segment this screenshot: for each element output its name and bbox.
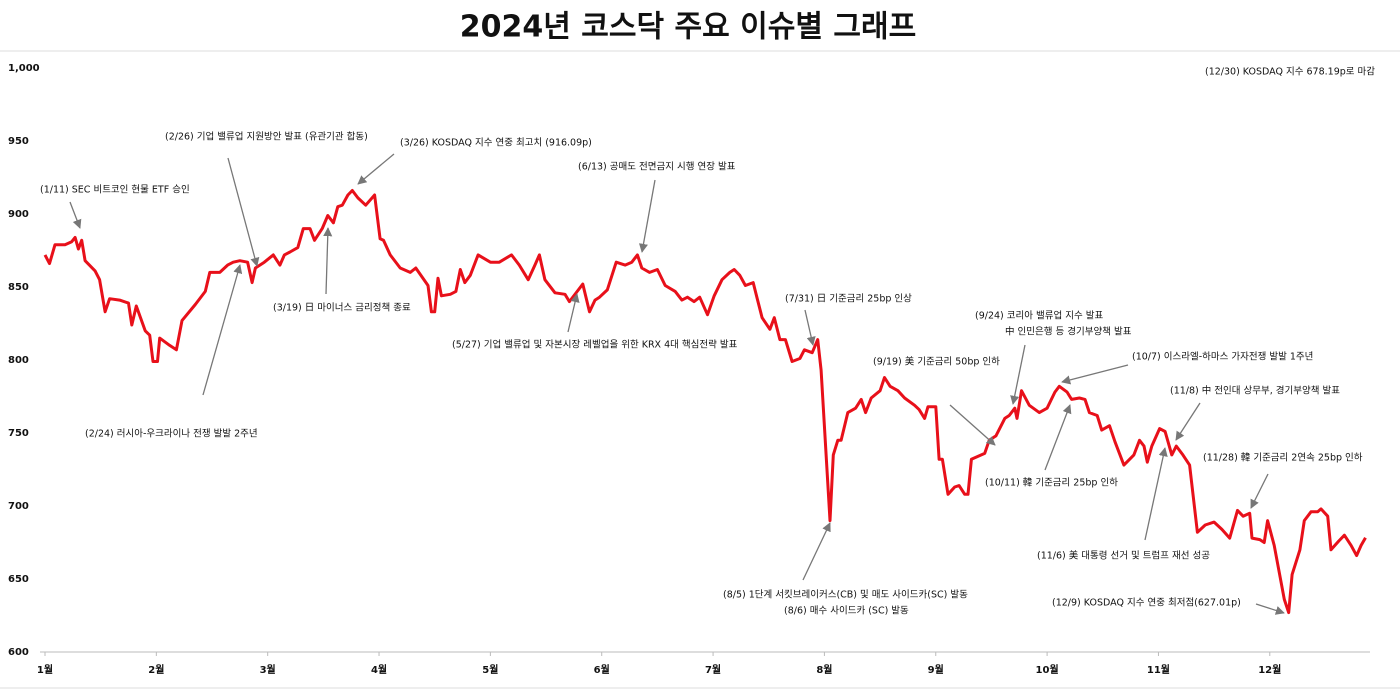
x-tick-label: 11월 xyxy=(1147,664,1170,676)
annotation: 中 인민은행 등 경기부양책 발표 xyxy=(1005,326,1132,338)
annotation-arrow xyxy=(1175,402,1201,441)
annotation-arrow xyxy=(357,153,395,185)
annotation-arrow xyxy=(69,201,82,229)
annotation: (2/26) 기업 밸류업 지원방안 발표 (유관기관 합동) xyxy=(165,131,368,143)
y-tick-label: 900 xyxy=(8,209,29,220)
annotation: (3/26) KOSDAQ 지수 연중 최고치 (916.09p) xyxy=(400,137,592,149)
x-tick-label: 7월 xyxy=(705,664,721,676)
annotation: (3/19) 日 마이너스 금리정책 종료 xyxy=(273,303,411,314)
annotation: (9/19) 美 기준금리 50bp 인하 xyxy=(873,356,1000,368)
annotation: (6/13) 공매도 전면금지 시행 연장 발표 xyxy=(578,161,736,173)
x-tick-label: 9월 xyxy=(928,664,944,676)
annotation-arrow xyxy=(1144,447,1168,541)
annotation: (1/11) SEC 비트코인 현물 ETF 승인 xyxy=(40,185,190,196)
y-tick-label: 750 xyxy=(8,428,29,439)
x-tick-label: 10월 xyxy=(1036,664,1059,676)
annotation-arrow xyxy=(227,157,260,267)
annotation: (8/5) 1단계 서킷브레이커스(CB) 및 매도 사이드카(SC) 발동 xyxy=(723,589,968,601)
annotation: (11/6) 美 대통령 선거 및 트럼프 재선 성공 xyxy=(1037,550,1210,562)
y-tick-label: 850 xyxy=(8,282,29,293)
annotation: (10/11) 韓 기준금리 25bp 인하 xyxy=(985,477,1118,489)
x-tick-label: 1월 xyxy=(37,664,53,676)
annotation: (10/7) 이스라엘-하마스 가자전쟁 발발 1주년 xyxy=(1132,351,1313,363)
annotation: (12/30) KOSDAQ 지수 678.19p로 마감 xyxy=(1205,66,1375,78)
x-tick-label: 4월 xyxy=(371,664,387,676)
y-tick-label: 650 xyxy=(8,574,29,585)
x-tick-label: 2월 xyxy=(148,664,164,676)
annotation: (9/24) 코리아 밸류업 지수 발표 xyxy=(975,310,1103,322)
y-tick-label: 950 xyxy=(8,136,29,147)
annotation-arrow xyxy=(323,227,333,295)
y-tick-label: 800 xyxy=(8,355,29,366)
annotation-arrow xyxy=(567,293,580,333)
y-tick-label: 1,000 xyxy=(8,63,40,74)
annotation-arrow xyxy=(1061,364,1129,385)
annotation-arrow xyxy=(202,264,243,396)
annotation-arrow xyxy=(1255,603,1285,615)
annotation-arrow xyxy=(1010,344,1026,405)
x-tick-label: 12월 xyxy=(1258,664,1281,676)
chart-title: 2024년 코스닥 주요 이슈별 그래프 xyxy=(460,10,916,45)
x-tick-label: 5월 xyxy=(482,664,498,676)
annotation: (12/9) KOSDAQ 지수 연중 최저점(627.01p) xyxy=(1052,597,1241,609)
annotation-arrow xyxy=(1044,404,1072,471)
annotation: (11/28) 韓 기준금리 2연속 25bp 인하 xyxy=(1203,452,1363,464)
annotation: (5/27) 기업 밸류업 및 자본시장 레벨업을 위한 KRX 4대 핵심전략… xyxy=(452,339,738,351)
x-tick-label: 6월 xyxy=(594,664,610,676)
annotation-arrow xyxy=(1250,473,1269,509)
y-tick-label: 600 xyxy=(8,647,29,658)
annotation-arrow xyxy=(638,179,656,253)
annotation: (8/6) 매수 사이드카 (SC) 발동 xyxy=(784,606,909,617)
y-tick-label: 700 xyxy=(8,501,29,512)
annotation-arrow xyxy=(802,522,831,581)
x-tick-label: 8월 xyxy=(816,664,832,676)
series-line xyxy=(43,189,1367,615)
annotation: (2/24) 러시아-우크라이나 전쟁 발발 2주년 xyxy=(85,429,258,440)
annotation-arrow xyxy=(804,309,816,346)
annotation-arrow xyxy=(949,404,996,446)
x-tick-label: 3월 xyxy=(260,664,276,676)
annotation: (7/31) 日 기준금리 25bp 인상 xyxy=(785,294,912,305)
annotation: (11/8) 中 전인대 상무부, 경기부양책 발표 xyxy=(1170,385,1340,397)
